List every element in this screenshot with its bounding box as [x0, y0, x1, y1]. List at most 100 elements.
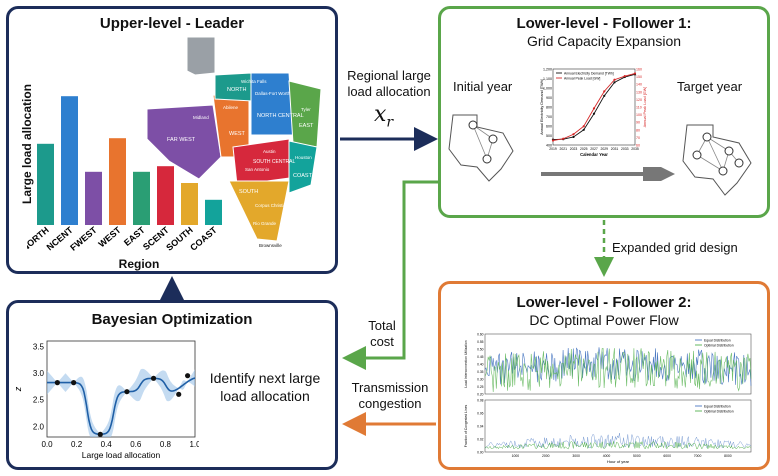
- capacity-ytick: 1,000: [543, 87, 552, 91]
- opf-top-ytick: 0.45: [477, 355, 484, 359]
- initial-year-label: Initial year: [453, 79, 513, 94]
- bayes-observation: [97, 431, 103, 437]
- opf-top-ytick: 0.50: [477, 347, 484, 351]
- capacity-y2tick: 120: [636, 98, 642, 102]
- map-south: [228, 180, 290, 242]
- capacity-y2tick: 160: [636, 68, 642, 72]
- opf-utilization-optimal: [484, 348, 752, 393]
- capacity-point: [592, 107, 596, 110]
- bayes-xtick: 1.0: [189, 440, 199, 449]
- opf-legend-entry: Equal Distribution: [704, 338, 731, 342]
- bar-south: [181, 183, 198, 225]
- map-label-wichita: Wichita Falls: [241, 79, 267, 84]
- capacity-ytick: 600: [546, 125, 552, 129]
- map-label-houston: Houston: [295, 155, 312, 160]
- capacity-ytick: 900: [546, 96, 552, 100]
- total-cost-label: Total cost: [368, 318, 396, 349]
- opf-bottom-ylabel: Fraction of Congested Lines: [464, 404, 468, 447]
- bar-label-west: WEST: [96, 225, 123, 250]
- opf-congestion-equal: [484, 433, 751, 449]
- capacity-point: [633, 72, 637, 75]
- bayes-xtick: 0.8: [160, 440, 172, 449]
- map-label-san-antonio: San Antonio: [245, 167, 270, 172]
- target-year-label: Target year: [677, 79, 743, 94]
- capacity-point: [592, 112, 596, 115]
- capacity-xtick: 2027: [590, 147, 598, 151]
- opf-top-ytick: 0.40: [477, 362, 484, 366]
- capacity-xlabel: Calendar Year: [580, 152, 608, 157]
- bar-label-coast: COAST: [188, 225, 219, 253]
- capacity-point: [603, 94, 606, 97]
- congestion-label: Transmission congestion: [351, 380, 429, 411]
- target-grid-map: [682, 124, 752, 196]
- capacity-xtick: 2033: [621, 147, 629, 151]
- bayes-chart: 2.0 2.5 3.0 3.5 0.0 0.2 0.4 0.6 0.8 1.0 Large load…: [13, 340, 199, 460]
- bayes-caption: Identify next large load allocation: [209, 370, 321, 404]
- opf-top-ytick: 0.25: [477, 385, 484, 389]
- capacity-ylabel: Annual Electricity Demand [TWh]: [540, 79, 544, 135]
- capacity-point: [623, 75, 626, 78]
- initial-grid-map: [448, 114, 514, 182]
- capacity-xtick: 2035: [631, 147, 639, 151]
- opf-xtick: 3000: [572, 454, 580, 458]
- opf-xtick: 5000: [633, 454, 641, 458]
- variable-subscript: r: [386, 114, 394, 131]
- opf-legend-entry: Optimal Distribution: [704, 409, 734, 413]
- follower2-panel: Lower-level - Follower 2: DC Optimal Pow…: [438, 281, 770, 470]
- capacity-xtick: 2019: [549, 147, 557, 151]
- texas-map: NORTH Wichita Falls Dallas-Fort Worth NO…: [146, 36, 322, 248]
- opf-bottom-ytick: 0.08: [477, 398, 484, 402]
- bar-scent: [157, 166, 174, 225]
- map-coast: [288, 140, 318, 194]
- capacity-point: [572, 133, 575, 136]
- map-label-far-west: FAR WEST: [167, 137, 196, 143]
- capacity-y2tick: 130: [636, 90, 642, 94]
- capacity-plot-frame: [552, 68, 636, 146]
- capacity-ytick: 1,100: [543, 77, 552, 81]
- year-progress-arrow: [541, 167, 675, 181]
- bayes-confidence-band: [47, 368, 195, 437]
- bayes-observation: [150, 375, 157, 381]
- opf-xtick: 7000: [694, 454, 702, 458]
- bar-ncent: [61, 96, 78, 225]
- bayes-ytick: 2.0: [33, 422, 45, 431]
- capacity-ytick: 1,200: [543, 68, 552, 72]
- bayes-xtick: 0.6: [130, 440, 142, 449]
- map-label-corpus: Corpus Christi: [255, 203, 284, 208]
- follower2-title: Lower-level - Follower 2:: [516, 294, 692, 311]
- capacity-xtick: 2031: [611, 147, 619, 151]
- capacity-y2tick: 110: [636, 106, 642, 110]
- bayes-ytick: 3.5: [33, 342, 45, 351]
- capacity-point: [562, 137, 565, 140]
- opf-legend-entry: Optimal Distribution: [704, 343, 734, 347]
- bar-coast: [205, 199, 222, 225]
- capacity-point: [551, 139, 555, 142]
- capacity-y2tick: 150: [636, 75, 642, 79]
- expanded-grid-label: Expanded grid design: [612, 240, 738, 255]
- leader-panel: Upper-level - Leader Large load allocati…: [6, 6, 338, 274]
- leader-title: Upper-level - Leader: [99, 15, 245, 32]
- capacity-xtick: 2025: [580, 147, 588, 151]
- capacity-y2tick: 60: [636, 144, 640, 148]
- map-label-abilene: Abilene: [223, 105, 239, 110]
- bayes-observation: [185, 373, 191, 379]
- capacity-point: [582, 128, 585, 131]
- variable-symbol: x: [374, 102, 387, 127]
- map-label-north: NORTH: [227, 87, 246, 93]
- capacity-y2tick: 70: [636, 136, 640, 140]
- opf-top-ytick: 0.35: [477, 370, 484, 374]
- opf-xtick: 4000: [603, 454, 611, 458]
- opf-timeseries: 0.20 0.25 0.30 0.35 0.40 0.45 0.50 0.55 0.60 0.00…: [464, 332, 752, 464]
- capacity-ytick: 500: [546, 134, 552, 138]
- bayes-ytick: 2.5: [33, 396, 45, 405]
- map-label-rio-grande: Rio Grande: [253, 221, 277, 226]
- bayes-xlabel: Large load allocation: [82, 450, 161, 460]
- bayes-panel: Bayesian Optimization 2.0 2.5 3.0 3.5 0.0 0.2…: [6, 300, 338, 470]
- opf-top-ylabel: Load Interconnection Utilization: [464, 340, 468, 387]
- capacity-y2tick: 90: [636, 121, 640, 125]
- bayes-ylabel: z: [13, 386, 23, 392]
- capacity-y2label: Annual Peak Load [GW]: [643, 87, 647, 128]
- capacity-ytick: 400: [546, 144, 552, 148]
- capacity-point: [613, 78, 616, 81]
